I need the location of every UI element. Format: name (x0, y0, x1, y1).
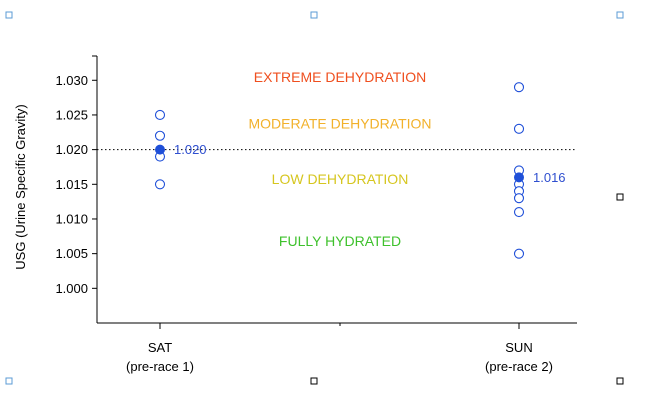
mean-point (155, 144, 165, 155)
mean-label: 1.020 (174, 142, 207, 157)
y-tick-label: 1.030 (55, 73, 88, 88)
zone-label: EXTREME DEHYDRATION (254, 69, 426, 85)
chart-axes (96, 56, 577, 324)
y-tick-label: 1.010 (55, 211, 88, 226)
data-point (513, 123, 525, 134)
y-axis-label: USG (Urine Specific Gravity) (13, 104, 28, 269)
x-category-label: SAT (148, 340, 172, 355)
y-tick-label: 1.000 (55, 281, 88, 296)
data-point (513, 193, 525, 204)
selection-handle (5, 377, 13, 385)
x-category-sublabel: (pre-race 1) (126, 359, 194, 374)
selection-handle (616, 11, 624, 19)
zone-label: FULLY HYDRATED (279, 233, 401, 249)
x-category-labels: SAT (pre-race 1) SUN (pre-race 2) (126, 323, 553, 374)
zone-label: MODERATE DEHYDRATION (248, 115, 431, 131)
selection-handle (616, 377, 624, 385)
mean-markers: 1.020 1.016 (155, 142, 566, 185)
selection-handle (5, 11, 13, 19)
zone-label: LOW DEHYDRATION (272, 171, 409, 187)
mean-point (514, 172, 524, 183)
data-point (154, 130, 166, 141)
y-tick-label: 1.025 (55, 107, 88, 122)
data-points (154, 82, 525, 259)
selection-handle (310, 377, 318, 385)
y-tick-label: 1.005 (55, 246, 88, 261)
mean-label: 1.016 (533, 170, 566, 185)
selection-handle (616, 193, 624, 201)
data-point (154, 179, 166, 190)
selection-handles (5, 11, 624, 385)
data-point (154, 109, 166, 120)
x-category-sublabel: (pre-race 2) (485, 359, 553, 374)
y-tick-label: 1.015 (55, 177, 88, 192)
y-ticks: 1.000 1.005 1.010 1.015 1.020 1.025 1.030 (55, 55, 97, 296)
data-point (513, 82, 525, 93)
data-point (513, 206, 525, 218)
zone-labels: EXTREME DEHYDRATION MODERATE DEHYDRATION L… (248, 69, 431, 249)
y-tick-label: 1.020 (55, 142, 88, 157)
selection-handle (310, 11, 318, 19)
data-point (513, 248, 525, 259)
x-category-label: SUN (505, 340, 532, 355)
